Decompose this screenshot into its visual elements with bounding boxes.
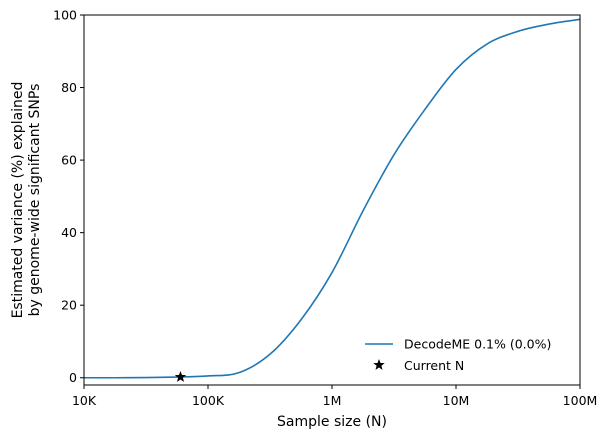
y-tick-label: 100 (53, 8, 77, 23)
legend-label-decodeme: DecodeME 0.1% (0.0%) (404, 337, 551, 352)
legend: DecodeME 0.1% (0.0%) Current N (365, 337, 551, 373)
series-line-decodeme (83, 18, 581, 379)
current-n-star-marker (174, 371, 187, 382)
x-tick-label: 100K (192, 393, 225, 408)
y-tick-label: 20 (61, 298, 77, 313)
markers (174, 371, 187, 382)
x-tick-label: 10M (443, 393, 470, 408)
x-tick-label: 100M (563, 393, 598, 408)
y-axis-label-line2: by genome-wide significant SNPs (27, 84, 43, 317)
y-tick-label: 0 (69, 370, 77, 385)
legend-label-current-n: Current N (404, 358, 464, 373)
x-tick-label: 1M (323, 393, 342, 408)
x-axis-label: Sample size (N) (277, 414, 387, 430)
x-axis-ticks: 10K 100K 1M 10M 100M (72, 385, 597, 408)
legend-star-icon (373, 359, 385, 370)
y-tick-label: 60 (61, 153, 77, 168)
x-tick-label: 10K (72, 393, 97, 408)
y-axis-ticks: 0 20 40 60 80 100 (53, 8, 84, 385)
y-axis-label-line1: Estimated variance (%) explained (10, 82, 26, 319)
y-tick-label: 80 (61, 80, 77, 95)
plot-frame (83, 14, 581, 386)
y-tick-label: 40 (61, 225, 77, 240)
